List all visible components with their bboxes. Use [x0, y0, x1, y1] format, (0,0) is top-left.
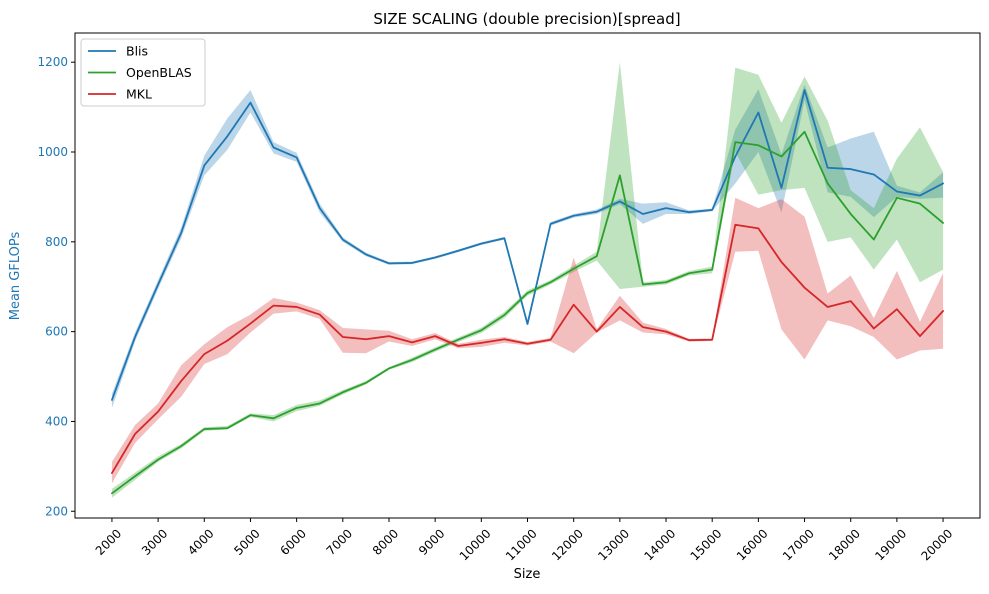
- plot-frame: [74, 32, 981, 519]
- x-tick-label: 5000: [231, 526, 262, 557]
- x-tick-label: 11000: [503, 526, 540, 563]
- legend: Blis OpenBLAS MKL: [80, 38, 206, 107]
- y-axis: 200 400 600 800 1000 1200: [37, 55, 75, 518]
- band-mkl: [111, 197, 944, 484]
- y-axis-label: Mean GFLOPs: [8, 232, 23, 321]
- band-blis: [111, 84, 944, 408]
- x-tick-label: 13000: [595, 526, 632, 563]
- x-tick-label: 16000: [734, 526, 771, 563]
- series-line-blis: [111, 89, 944, 401]
- x-tick-label: 2000: [93, 526, 124, 557]
- series-line-openblas: [111, 130, 944, 495]
- legend-label-openblas: OpenBLAS: [126, 65, 192, 80]
- y-tick-label: 1000: [37, 145, 68, 159]
- chart-title: SIZE SCALING (double precision)[spread]: [373, 10, 680, 28]
- x-tick-label: 14000: [641, 526, 678, 563]
- x-tick-label: 9000: [416, 526, 447, 557]
- y-tick-label: 800: [45, 235, 68, 249]
- y-tick-label: 200: [45, 504, 68, 518]
- legend-label-mkl: MKL: [126, 87, 152, 102]
- x-tick-label: 19000: [872, 526, 909, 563]
- x-tick-label: 10000: [457, 526, 494, 563]
- x-axis-label: Size: [514, 567, 541, 582]
- x-tick-label: 6000: [277, 526, 308, 557]
- y-tick-label: 400: [45, 414, 68, 428]
- y-tick-label: 1200: [37, 55, 68, 69]
- x-tick-label: 20000: [919, 526, 956, 563]
- x-axis: 2000 3000 4000 5000 6000 7000 8000 9000 10000 110…: [93, 518, 956, 563]
- series-lines: [111, 89, 944, 495]
- x-tick-label: 8000: [370, 526, 401, 557]
- x-tick-label: 15000: [688, 526, 725, 563]
- series-line-mkl: [111, 223, 944, 474]
- x-tick-label: 4000: [185, 526, 216, 557]
- x-tick-label: 3000: [139, 526, 170, 557]
- x-tick-label: 17000: [780, 526, 817, 563]
- legend-box: [80, 38, 206, 107]
- y-tick-label: 600: [45, 325, 68, 339]
- legend-label-blis: Blis: [126, 44, 148, 59]
- x-tick-label: 7000: [324, 526, 355, 557]
- x-tick-label: 12000: [549, 526, 586, 563]
- x-tick-label: 18000: [826, 526, 863, 563]
- confidence-bands: [111, 62, 944, 498]
